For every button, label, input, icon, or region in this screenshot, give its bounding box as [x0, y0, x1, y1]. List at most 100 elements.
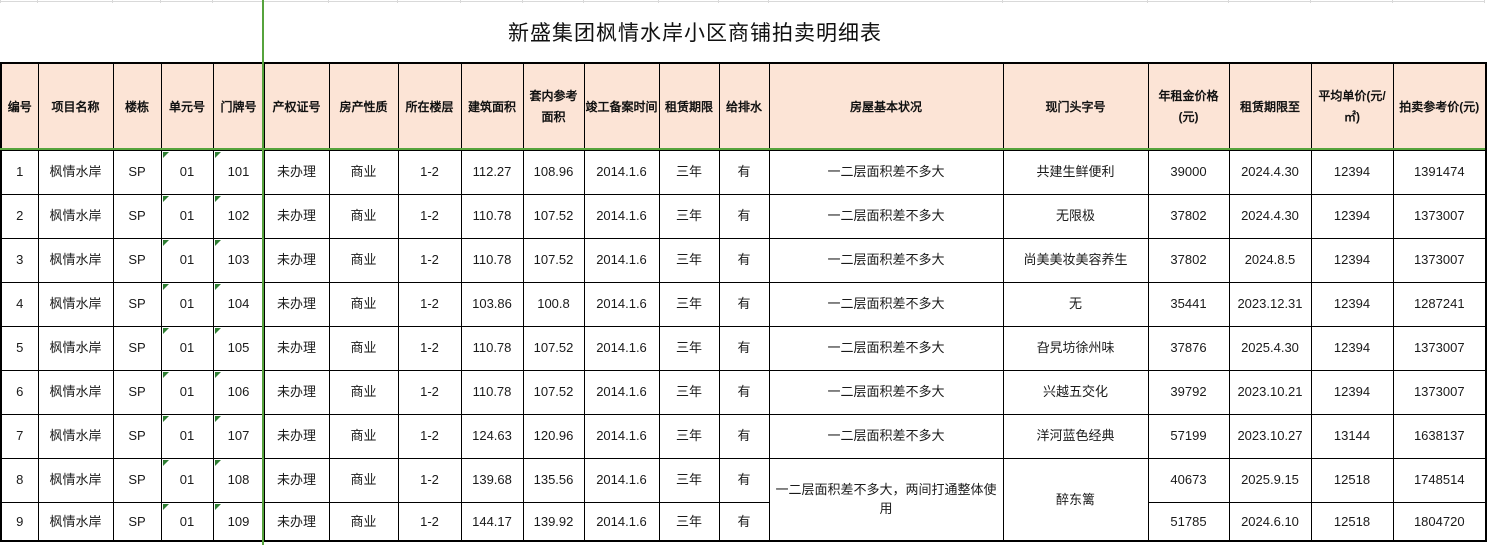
cell-inner-area[interactable]: 107.52: [522, 325, 585, 371]
cell-lease-until[interactable]: 2023.12.31: [1228, 281, 1312, 327]
cell-rent[interactable]: 37802: [1147, 193, 1230, 239]
header-cell-area[interactable]: 建筑面积: [460, 62, 524, 151]
cell-door[interactable]: 107: [212, 413, 265, 459]
cell-lease-until[interactable]: 2024.8.5: [1228, 237, 1312, 283]
cell-water[interactable]: 有: [718, 281, 770, 327]
cell-project[interactable]: 枫情水岸: [37, 413, 114, 459]
cell-area[interactable]: 110.78: [460, 193, 524, 239]
cell-project[interactable]: 枫情水岸: [37, 501, 114, 542]
cell-building[interactable]: SP: [112, 149, 162, 195]
cell-sign[interactable]: 无: [1002, 281, 1149, 327]
cell-type[interactable]: 商业: [328, 501, 399, 542]
cell-inner-area[interactable]: 107.52: [522, 193, 585, 239]
cell-project[interactable]: 枫情水岸: [37, 325, 114, 371]
cell-condition[interactable]: 一二层面积差不多大: [768, 325, 1004, 371]
cell-cert[interactable]: 未办理: [263, 413, 330, 459]
cell-rent[interactable]: 39000: [1147, 149, 1230, 195]
cell-building[interactable]: SP: [112, 369, 162, 415]
cell-cert[interactable]: 未办理: [263, 325, 330, 371]
cell-unit[interactable]: 01: [160, 413, 214, 459]
cell-lease-term[interactable]: 三年: [658, 413, 720, 459]
cell-rent[interactable]: 37802: [1147, 237, 1230, 283]
cell-id[interactable]: 2: [0, 193, 39, 239]
cell-type[interactable]: 商业: [328, 149, 399, 195]
cell-sign[interactable]: 洋河蓝色经典: [1002, 413, 1149, 459]
cell-id[interactable]: 9: [0, 501, 39, 542]
cell-project[interactable]: 枫情水岸: [37, 193, 114, 239]
cell-area[interactable]: 110.78: [460, 369, 524, 415]
cell-building[interactable]: SP: [112, 457, 162, 503]
cell-building[interactable]: SP: [112, 193, 162, 239]
cell-water[interactable]: 有: [718, 369, 770, 415]
cell-inner-area[interactable]: 135.56: [522, 457, 585, 503]
cell-completion[interactable]: 2014.1.6: [583, 237, 660, 283]
cell-lease-until[interactable]: 2023.10.21: [1228, 369, 1312, 415]
cell-auction-price[interactable]: 1638137: [1392, 413, 1487, 459]
cell-area[interactable]: 103.86: [460, 281, 524, 327]
cell-lease-term[interactable]: 三年: [658, 281, 720, 327]
cell-lease-term[interactable]: 三年: [658, 149, 720, 195]
cell-type[interactable]: 商业: [328, 281, 399, 327]
cell-floor[interactable]: 1-2: [397, 193, 462, 239]
cell-area[interactable]: 110.78: [460, 325, 524, 371]
cell-completion[interactable]: 2014.1.6: [583, 281, 660, 327]
cell-door[interactable]: 101: [212, 149, 265, 195]
cell-floor[interactable]: 1-2: [397, 149, 462, 195]
cell-inner-area[interactable]: 120.96: [522, 413, 585, 459]
cell-id[interactable]: 4: [0, 281, 39, 327]
cell-auction-price[interactable]: 1373007: [1392, 325, 1487, 371]
cell-floor[interactable]: 1-2: [397, 369, 462, 415]
cell-inner-area[interactable]: 108.96: [522, 149, 585, 195]
cell-id[interactable]: 3: [0, 237, 39, 283]
cell-completion[interactable]: 2014.1.6: [583, 413, 660, 459]
cell-condition[interactable]: 一二层面积差不多大，两间打通整体使用: [768, 457, 1004, 542]
cell-building[interactable]: SP: [112, 237, 162, 283]
cell-area[interactable]: 112.27: [460, 149, 524, 195]
cell-lease-until[interactable]: 2025.4.30: [1228, 325, 1312, 371]
cell-completion[interactable]: 2014.1.6: [583, 501, 660, 542]
cell-condition[interactable]: 一二层面积差不多大: [768, 193, 1004, 239]
cell-water[interactable]: 有: [718, 413, 770, 459]
header-cell-completion[interactable]: 竣工备案时间: [583, 62, 660, 151]
cell-type[interactable]: 商业: [328, 237, 399, 283]
cell-project[interactable]: 枫情水岸: [37, 457, 114, 503]
cell-cert[interactable]: 未办理: [263, 501, 330, 542]
cell-floor[interactable]: 1-2: [397, 281, 462, 327]
sheet-title-cell[interactable]: 新盛集团枫情水岸小区商铺拍卖明细表: [508, 21, 882, 45]
cell-unit[interactable]: 01: [160, 193, 214, 239]
cell-water[interactable]: 有: [718, 149, 770, 195]
cell-cert[interactable]: 未办理: [263, 281, 330, 327]
cell-type[interactable]: 商业: [328, 325, 399, 371]
cell-completion[interactable]: 2014.1.6: [583, 149, 660, 195]
cell-cert[interactable]: 未办理: [263, 237, 330, 283]
cell-water[interactable]: 有: [718, 325, 770, 371]
cell-unit-price[interactable]: 12518: [1310, 457, 1394, 503]
cell-id[interactable]: 7: [0, 413, 39, 459]
cell-lease-term[interactable]: 三年: [658, 193, 720, 239]
cell-unit-price[interactable]: 12394: [1310, 237, 1394, 283]
cell-lease-term[interactable]: 三年: [658, 369, 720, 415]
cell-type[interactable]: 商业: [328, 457, 399, 503]
cell-auction-price[interactable]: 1373007: [1392, 193, 1487, 239]
cell-floor[interactable]: 1-2: [397, 237, 462, 283]
cell-lease-until[interactable]: 2024.4.30: [1228, 149, 1312, 195]
header-cell-door[interactable]: 门牌号: [212, 62, 265, 151]
cell-condition[interactable]: 一二层面积差不多大: [768, 237, 1004, 283]
cell-lease-term[interactable]: 三年: [658, 501, 720, 542]
header-cell-unit-price[interactable]: 平均单价(元/㎡): [1310, 62, 1394, 151]
cell-unit[interactable]: 01: [160, 325, 214, 371]
cell-auction-price[interactable]: 1748514: [1392, 457, 1487, 503]
cell-door[interactable]: 103: [212, 237, 265, 283]
header-cell-floor[interactable]: 所在楼层: [397, 62, 462, 151]
cell-lease-until[interactable]: 2024.6.10: [1228, 501, 1312, 542]
header-cell-water[interactable]: 给排水: [718, 62, 770, 151]
cell-sign[interactable]: 兴越五交化: [1002, 369, 1149, 415]
cell-auction-price[interactable]: 1804720: [1392, 501, 1487, 542]
cell-door[interactable]: 105: [212, 325, 265, 371]
cell-building[interactable]: SP: [112, 281, 162, 327]
cell-water[interactable]: 有: [718, 501, 770, 542]
cell-rent[interactable]: 37876: [1147, 325, 1230, 371]
header-cell-lease-until[interactable]: 租赁期限至: [1228, 62, 1312, 151]
cell-unit-price[interactable]: 13144: [1310, 413, 1394, 459]
cell-auction-price[interactable]: 1373007: [1392, 237, 1487, 283]
